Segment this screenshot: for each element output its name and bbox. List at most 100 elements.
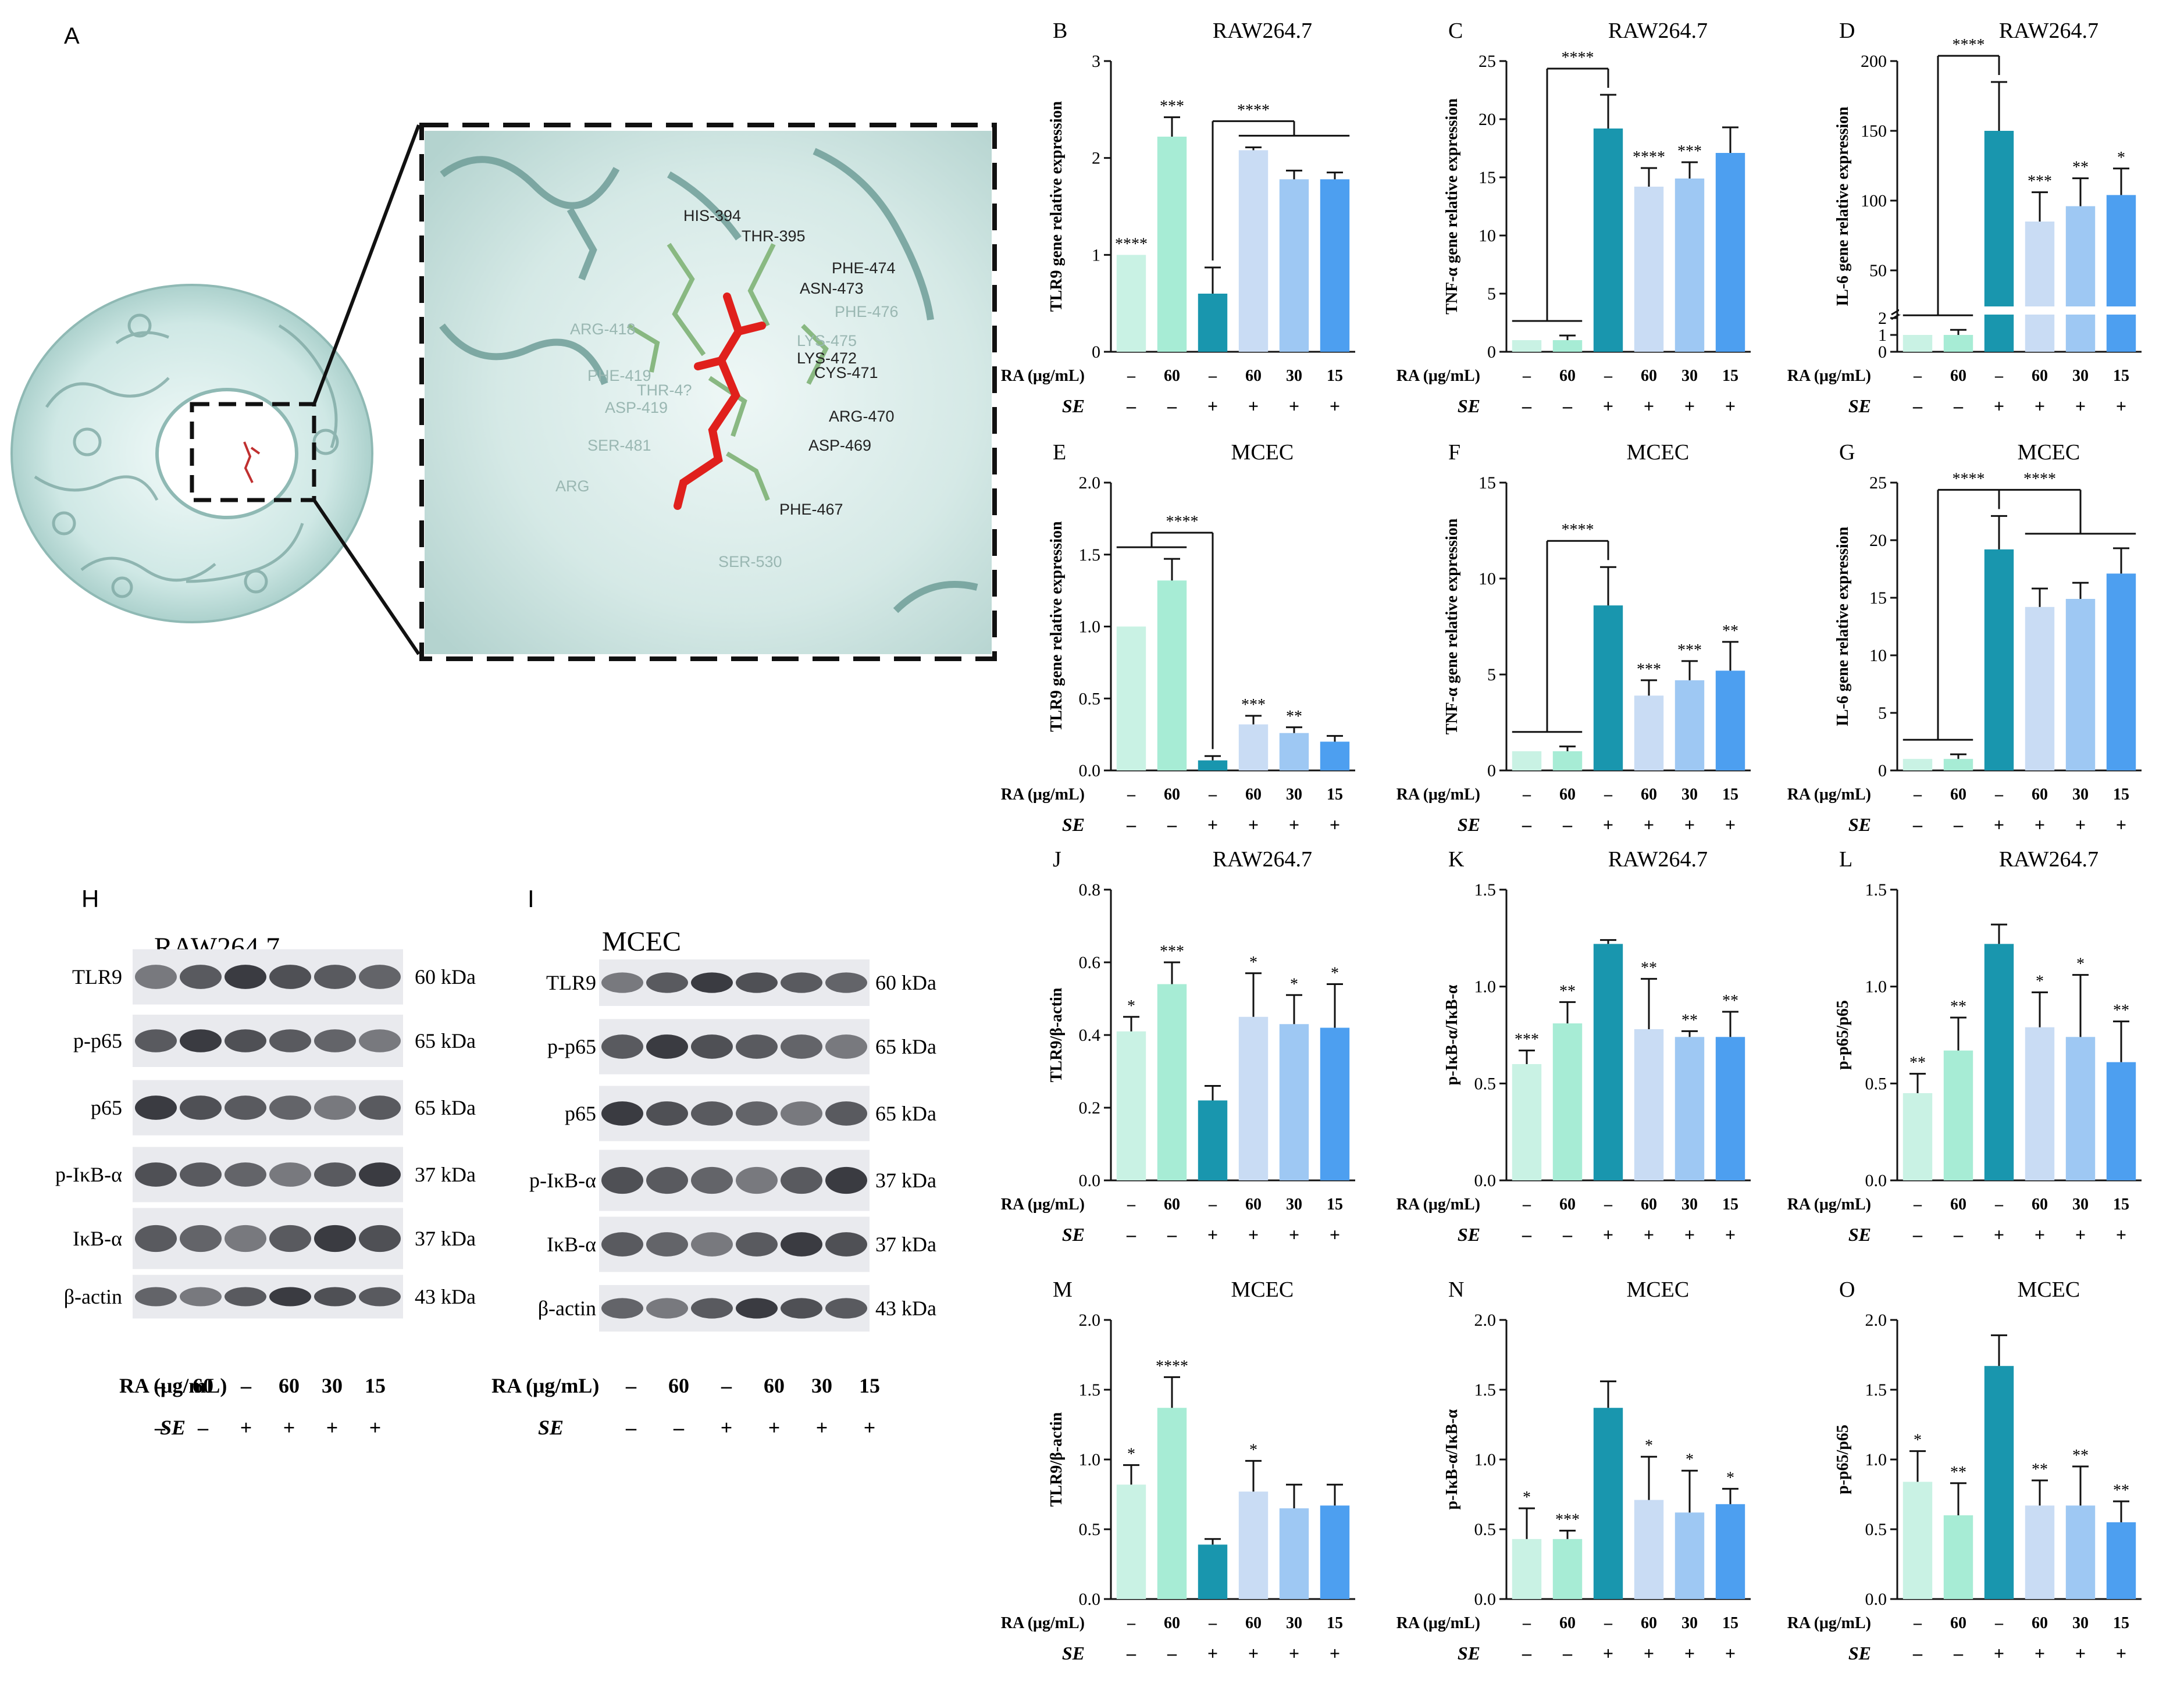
ra-value: – bbox=[154, 1374, 166, 1397]
se-value: – bbox=[625, 1416, 637, 1439]
y-tick-label: 0.4 bbox=[1079, 1026, 1101, 1045]
ra-value: 30 bbox=[2072, 1614, 2089, 1632]
se-value: + bbox=[326, 1416, 339, 1439]
y-tick-label: 1 bbox=[1092, 245, 1100, 265]
ra-value: 15 bbox=[365, 1374, 386, 1397]
blot-band bbox=[135, 965, 177, 989]
ra-value: 30 bbox=[1681, 1614, 1698, 1632]
se-value: + bbox=[2075, 1224, 2086, 1245]
significance-label: * bbox=[1726, 1469, 1734, 1487]
se-value: – bbox=[154, 1416, 166, 1439]
bar bbox=[1715, 1504, 1745, 1599]
significance-label: * bbox=[1645, 1437, 1653, 1455]
blot-row-label: p-p65 bbox=[73, 1029, 122, 1052]
y-tick-label: 0.2 bbox=[1079, 1098, 1101, 1118]
se-value: – bbox=[1522, 1643, 1532, 1664]
ra-value: 30 bbox=[322, 1374, 343, 1397]
y-tick-label: 1.5 bbox=[1079, 545, 1101, 565]
se-value: – bbox=[1167, 1643, 1177, 1664]
ra-value: 60 bbox=[1559, 1195, 1576, 1214]
chart-title: MCEC bbox=[2018, 440, 2080, 465]
bracket-significance: **** bbox=[1562, 49, 1594, 67]
se-value: + bbox=[816, 1416, 828, 1439]
bar bbox=[1157, 137, 1187, 352]
bar bbox=[1238, 724, 1269, 770]
y-tick-label: 2.0 bbox=[1079, 473, 1101, 493]
blot-kda-label: 65 kDa bbox=[875, 1035, 936, 1058]
blot-band bbox=[781, 1101, 822, 1126]
blot-band bbox=[269, 1287, 311, 1307]
blot-band bbox=[646, 972, 688, 993]
y-axis-label: IL-6 gene relative expression bbox=[1834, 526, 1852, 726]
y-tick-label: 1.0 bbox=[1865, 977, 1887, 997]
se-value: + bbox=[1644, 1643, 1654, 1664]
blot-row-label: p65 bbox=[565, 1102, 596, 1125]
blot-strip bbox=[599, 1285, 870, 1332]
se-value: + bbox=[1330, 395, 1340, 416]
ra-label: RA (μg/mL) bbox=[1001, 1195, 1085, 1214]
se-value: – bbox=[1912, 395, 1923, 416]
ra-value: 30 bbox=[1286, 1614, 1302, 1632]
bracket-significance: **** bbox=[1953, 36, 1985, 54]
significance-label: ** bbox=[1286, 708, 1302, 726]
bar bbox=[1512, 1539, 1542, 1599]
blot-band bbox=[225, 1162, 266, 1187]
ra-label: RA (μg/mL) bbox=[1396, 786, 1480, 804]
significance-label: * bbox=[1686, 1451, 1694, 1469]
blot-band bbox=[646, 1034, 688, 1059]
y-tick-label: 0.5 bbox=[1079, 689, 1101, 708]
blot-row-label: p65 bbox=[91, 1096, 122, 1119]
bar bbox=[1715, 1037, 1745, 1180]
blot-row-label: β-actin bbox=[64, 1285, 122, 1308]
y-tick-label: 100 bbox=[1861, 191, 1887, 210]
bar bbox=[1552, 1539, 1583, 1599]
blot-band bbox=[825, 1101, 867, 1126]
significance-label: * bbox=[1523, 1489, 1531, 1507]
blot-band bbox=[736, 1298, 778, 1319]
blot-band bbox=[225, 1029, 266, 1052]
significance-label: * bbox=[1290, 975, 1298, 993]
ra-value: – bbox=[1994, 786, 2004, 804]
se-value: + bbox=[1603, 1643, 1613, 1664]
se-value: + bbox=[1684, 814, 1695, 835]
blot-band bbox=[314, 1029, 356, 1052]
significance-label: ** bbox=[2072, 1447, 2089, 1465]
ra-value: – bbox=[1604, 1614, 1613, 1632]
panel-label: F bbox=[1448, 440, 1460, 465]
y-tick-label: 25 bbox=[1478, 52, 1496, 71]
significance-label: ** bbox=[2113, 1482, 2129, 1500]
se-value: – bbox=[1126, 395, 1136, 416]
significance-label: **** bbox=[1115, 235, 1148, 253]
y-tick-label: 0 bbox=[1487, 342, 1496, 362]
bar bbox=[2065, 206, 2096, 352]
y-axis-label: TNF-α gene relative expression bbox=[1443, 98, 1461, 315]
bar bbox=[1593, 944, 1623, 1180]
ra-value: 60 bbox=[1950, 1614, 1966, 1632]
se-value: + bbox=[864, 1416, 876, 1439]
y-tick-label: 0.5 bbox=[1865, 1074, 1887, 1093]
se-value: – bbox=[1562, 814, 1573, 835]
ra-value: – bbox=[1604, 367, 1613, 385]
significance-label: * bbox=[2076, 955, 2085, 973]
se-value: – bbox=[1912, 814, 1923, 835]
blot-kda-label: 37 kDa bbox=[875, 1233, 936, 1256]
y-axis-label: TLR9 gene relative expression bbox=[1048, 101, 1066, 312]
y-axis-label: p-IκB-α/IκB-α bbox=[1443, 1409, 1461, 1509]
chart-title: MCEC bbox=[1231, 440, 1294, 465]
blot-band bbox=[180, 965, 222, 989]
ra-label: RA (μg/mL) bbox=[1001, 1614, 1085, 1632]
se-value: + bbox=[1289, 1643, 1299, 1664]
blot-band bbox=[825, 1034, 867, 1059]
se-value: + bbox=[369, 1416, 382, 1439]
bar bbox=[1984, 131, 2014, 352]
ra-value: – bbox=[1913, 1614, 1922, 1632]
blot-band bbox=[180, 1095, 222, 1120]
bar bbox=[1984, 944, 2014, 1180]
se-value: – bbox=[673, 1416, 685, 1439]
chart-title: RAW264.7 bbox=[1213, 847, 1312, 872]
y-tick-label: 5 bbox=[1487, 284, 1496, 304]
blot-band bbox=[135, 1287, 177, 1307]
bar bbox=[2106, 1522, 2136, 1599]
western-blot-i: I MCEC TLR9 60 kDa p-p65 65 kDa p65 65 kDa p-IκB… bbox=[491, 885, 936, 1439]
residue-label: PHE-419 bbox=[587, 367, 651, 384]
